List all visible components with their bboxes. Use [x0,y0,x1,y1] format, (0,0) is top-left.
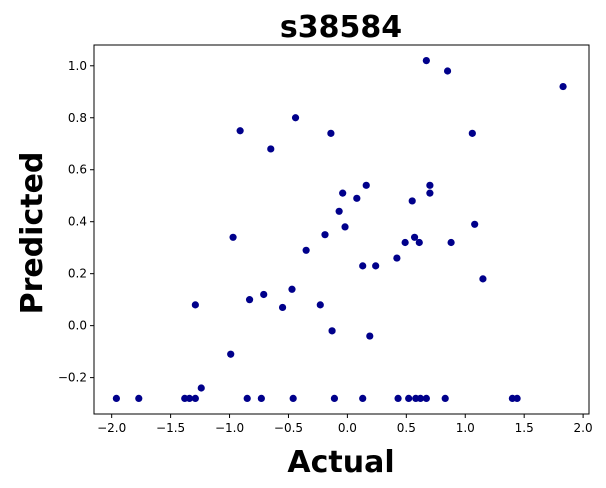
data-point [405,394,413,403]
data-point [408,197,416,205]
data-point [339,189,347,197]
x-tick-label: −1.5 [156,421,185,435]
x-tick-label: 0.5 [397,421,416,435]
y-axis-label: Predicted [15,152,50,315]
data-point [559,82,567,91]
data-point [415,238,423,247]
data-point [278,303,287,312]
data-point [135,394,143,403]
chart-title: s38584 [280,10,402,45]
data-point [416,394,425,403]
data-point [410,233,419,241]
data-point [341,223,349,231]
x-tick-label: 1.0 [456,421,475,435]
y-tick-label: 0.2 [68,267,87,281]
data-point [236,127,244,135]
x-tick-label: −1.0 [215,421,244,435]
points-layer [112,56,567,403]
data-point [513,394,521,403]
data-point [471,220,479,228]
x-tick-label: −0.5 [274,421,303,435]
data-point [366,332,374,340]
data-point [257,394,265,403]
data-point [372,262,380,270]
data-point [321,231,329,239]
data-point [359,262,367,270]
data-point [394,394,402,403]
y-axis-ticks: −0.2 0.0 0.2 0.4 0.6 0.8 1.0 [58,59,94,385]
x-tick-label: 1.5 [515,421,534,435]
data-point [229,233,237,241]
data-point [426,189,434,197]
data-point [479,275,487,283]
data-point [468,129,476,137]
data-point [197,384,205,392]
data-point [362,181,370,189]
data-point [191,394,199,403]
y-tick-label: 0.0 [68,319,87,333]
data-point [185,394,194,403]
plot-frame [93,44,590,415]
data-point [422,56,430,65]
data-point [447,238,455,247]
data-point [422,394,430,403]
data-point [227,350,235,358]
data-point [441,394,449,403]
data-point [291,114,300,122]
data-point [335,207,343,215]
x-axis-ticks: −2.0 −1.5 −1.0 −0.5 0.0 0.5 1.0 1.5 2.0 [97,414,593,435]
data-point [288,285,296,293]
data-point [112,394,120,403]
data-point [401,238,409,247]
y-tick-label: 0.8 [68,111,87,125]
data-point [243,394,251,403]
data-point [328,327,336,335]
data-point [393,254,401,262]
data-point [426,181,434,189]
data-point [330,394,339,403]
y-tick-label: 0.4 [68,215,87,229]
x-axis-label: Actual [287,445,394,480]
data-point [289,394,297,403]
y-tick-label: −0.2 [58,371,87,385]
data-point [327,129,335,137]
data-point [443,67,452,75]
y-tick-label: 0.6 [68,163,87,177]
data-point [245,296,254,304]
data-point [359,394,367,403]
data-point [260,290,268,299]
data-point [302,246,310,254]
data-point [316,301,324,309]
data-point [353,194,361,202]
x-tick-label: −2.0 [97,421,126,435]
x-tick-label: 2.0 [574,421,593,435]
data-point [191,301,199,309]
x-tick-label: 0.0 [338,421,357,435]
data-point [267,145,275,153]
y-tick-label: 1.0 [68,59,87,73]
